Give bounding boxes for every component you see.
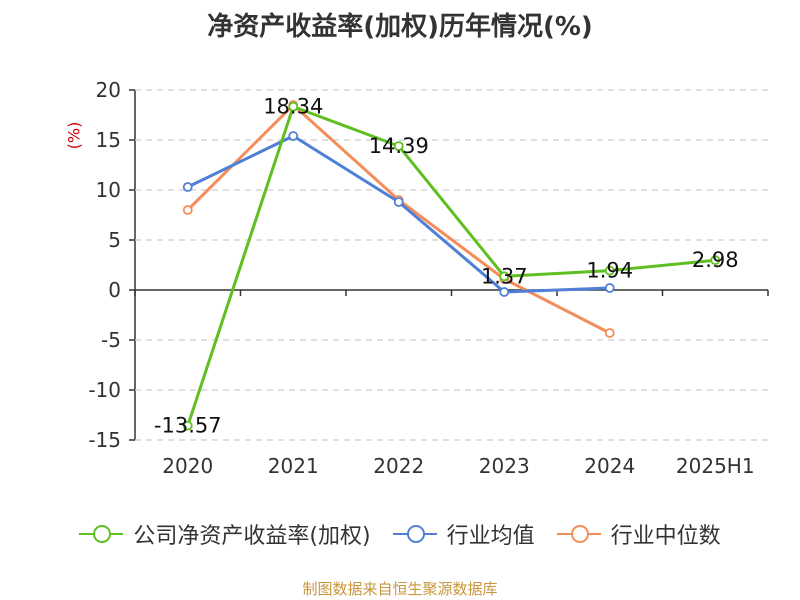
grid-lines (129, 89, 768, 441)
x-tick-label: 2024 (584, 454, 635, 478)
legend-marker-orange (556, 525, 601, 543)
legend: 公司净资产收益率(加权) 行业均值 行业中位数 (0, 518, 800, 550)
data-label: 14.39 (369, 134, 429, 158)
data-label: 1.94 (586, 259, 633, 283)
data-point (393, 197, 404, 207)
y-tick-label: -5 (101, 328, 121, 352)
data-point (499, 271, 510, 282)
data-point (182, 182, 193, 192)
x-tick-label: 2020 (162, 454, 213, 478)
x-tick-label: 2022 (373, 454, 424, 478)
source-note: 制图数据来自恒生聚源数据库 (302, 580, 498, 598)
data-labels: -13.57 18.34 14.39 1.37 1.94 2.98 (154, 95, 739, 438)
y-tick-label: 10 (96, 178, 121, 202)
chart-title: 净资产收益率(加权)历年情况(%) (207, 12, 593, 42)
data-point (604, 283, 615, 293)
legend-item-industry-mean[interactable]: 行业均值 (392, 518, 535, 550)
data-point (182, 420, 193, 431)
legend-label: 公司净资产收益率(加权) (133, 524, 371, 549)
x-axis: 2020 2021 2022 2023 2024 2025H1 (134, 289, 769, 478)
data-point (288, 131, 299, 141)
data-point (393, 141, 404, 152)
data-label: 18.34 (263, 95, 323, 119)
legend-marker-green (79, 525, 124, 543)
y-tick-label: -15 (88, 428, 121, 452)
data-point (182, 205, 193, 215)
legend-item-company-roe[interactable]: 公司净资产收益率(加权) (79, 518, 371, 550)
data-point (604, 265, 615, 276)
y-tick-label: 15 (96, 128, 121, 152)
data-point (710, 255, 721, 266)
y-tick-label: 5 (108, 228, 121, 252)
series-line (186, 105, 716, 427)
legend-marker-blue (392, 525, 437, 543)
y-tick-label: 20 (96, 78, 121, 102)
data-point (604, 328, 615, 338)
legend-label: 行业均值 (446, 524, 535, 549)
x-tick-label: 2021 (268, 454, 319, 478)
legend-label: 行业中位数 (610, 524, 721, 549)
y-tick-label: -10 (88, 378, 121, 402)
x-tick-label: 2023 (479, 454, 530, 478)
legend-item-industry-median[interactable]: 行业中位数 (556, 518, 721, 550)
data-label: 1.37 (481, 264, 528, 288)
data-label: 2.98 (692, 248, 739, 272)
data-point (288, 101, 299, 112)
y-tick-labels: 20 15 10 5 0 -5 -10 -15 (88, 78, 121, 452)
y-tick-label: 0 (108, 278, 121, 302)
data-point (499, 287, 510, 297)
data-label: -13.57 (154, 414, 222, 438)
x-tick-label: 2025H1 (676, 454, 755, 478)
series-line (187, 134, 610, 294)
series-lines (182, 100, 721, 431)
